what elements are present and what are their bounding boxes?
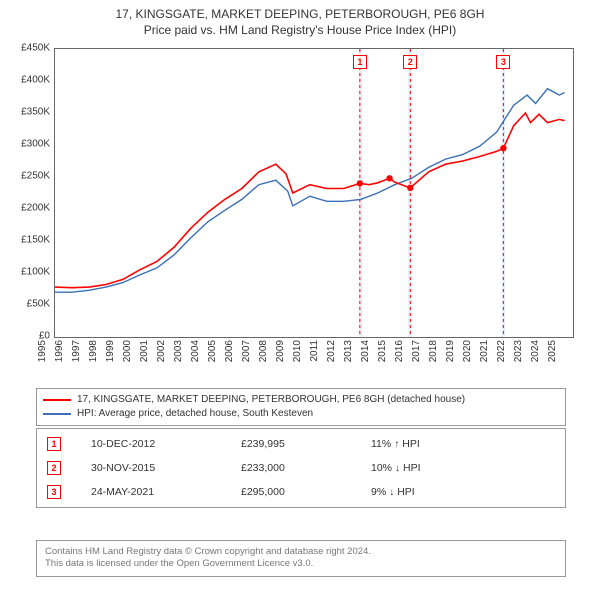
legend: 17, KINGSGATE, MARKET DEEPING, PETERBORO… bbox=[36, 388, 566, 426]
chart-title: 17, KINGSGATE, MARKET DEEPING, PETERBORO… bbox=[0, 0, 600, 38]
legend-row: 17, KINGSGATE, MARKET DEEPING, PETERBORO… bbox=[43, 393, 559, 407]
arrow-up-icon: ↑ bbox=[394, 439, 399, 450]
y-tick-label: £350K bbox=[10, 107, 50, 118]
event-price: £239,995 bbox=[241, 438, 371, 450]
event-marker-box: 2 bbox=[403, 55, 417, 69]
y-tick-label: £400K bbox=[10, 75, 50, 86]
events-table: 1 10-DEC-2012 £239,995 11% ↑ HPI 2 30-NO… bbox=[36, 428, 566, 508]
event-date: 24-MAY-2021 bbox=[91, 486, 241, 498]
event-delta: 11% ↑ HPI bbox=[371, 438, 420, 450]
chart: 123 £0£50K£100K£150K£200K£250K£300K£350K… bbox=[10, 44, 590, 374]
event-marker-box: 3 bbox=[496, 55, 510, 69]
event-index-box: 2 bbox=[47, 461, 61, 475]
legend-label: 17, KINGSGATE, MARKET DEEPING, PETERBORO… bbox=[77, 393, 465, 407]
event-date: 30-NOV-2015 bbox=[91, 462, 241, 474]
title-line-1: 17, KINGSGATE, MARKET DEEPING, PETERBORO… bbox=[0, 6, 600, 22]
arrow-down-icon: ↓ bbox=[395, 463, 400, 474]
series-hpi bbox=[55, 89, 565, 293]
attribution-footer: Contains HM Land Registry data © Crown c… bbox=[36, 540, 566, 577]
event-delta: 9% ↓ HPI bbox=[371, 486, 415, 498]
arrow-down-icon: ↓ bbox=[389, 487, 394, 498]
y-tick-label: £250K bbox=[10, 171, 50, 182]
plot-area: 1 2 3 bbox=[54, 48, 574, 338]
legend-swatch bbox=[43, 399, 71, 401]
sale-marker bbox=[386, 175, 392, 181]
event-delta: 10% ↓ HPI bbox=[371, 462, 421, 474]
event-price: £233,000 bbox=[241, 462, 371, 474]
event-row: 2 30-NOV-2015 £233,000 10% ↓ HPI bbox=[47, 461, 555, 475]
event-price: £295,000 bbox=[241, 486, 371, 498]
title-line-2: Price paid vs. HM Land Registry's House … bbox=[0, 22, 600, 38]
event-marker-box: 1 bbox=[353, 55, 367, 69]
footer-line-1: Contains HM Land Registry data © Crown c… bbox=[45, 546, 557, 558]
y-tick-label: £50K bbox=[10, 299, 50, 310]
sale-marker bbox=[357, 180, 363, 186]
event-index-box: 1 bbox=[47, 437, 61, 451]
y-tick-label: £150K bbox=[10, 235, 50, 246]
sale-marker bbox=[407, 185, 413, 191]
y-tick-label: £450K bbox=[10, 43, 50, 54]
y-tick-label: £200K bbox=[10, 203, 50, 214]
x-tick-label: 2025 bbox=[547, 340, 581, 362]
event-row: 3 24-MAY-2021 £295,000 9% ↓ HPI bbox=[47, 485, 555, 499]
legend-label: HPI: Average price, detached house, Sout… bbox=[77, 407, 313, 421]
y-tick-label: £100K bbox=[10, 267, 50, 278]
footer-line-2: This data is licensed under the Open Gov… bbox=[45, 558, 557, 570]
legend-row: HPI: Average price, detached house, Sout… bbox=[43, 407, 559, 421]
sale-marker bbox=[500, 145, 506, 151]
event-row: 1 10-DEC-2012 £239,995 11% ↑ HPI bbox=[47, 437, 555, 451]
event-date: 10-DEC-2012 bbox=[91, 438, 241, 450]
series-svg bbox=[55, 49, 573, 337]
event-index-box: 3 bbox=[47, 485, 61, 499]
y-tick-label: £300K bbox=[10, 139, 50, 150]
legend-swatch bbox=[43, 413, 71, 415]
